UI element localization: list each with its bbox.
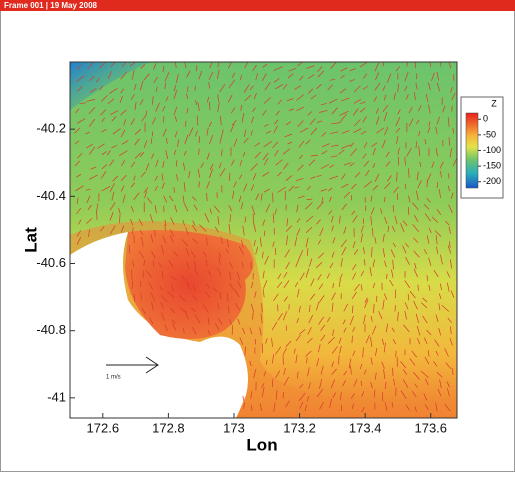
x-tick-label: 173.4	[349, 420, 382, 435]
colorbar-title: Z	[491, 98, 497, 108]
y-tick-label: -40.6	[36, 255, 66, 270]
colorbar-tick-label: -150	[483, 161, 501, 171]
y-tick-label: -41	[47, 389, 66, 404]
y-tick-label: -40.4	[36, 188, 66, 203]
x-tick-label: 172.8	[152, 420, 185, 435]
x-tick-label: 173	[223, 420, 245, 435]
x-tick-label: 173.6	[414, 420, 447, 435]
reference-label: 1 m/s	[106, 375, 121, 381]
contour-field	[70, 59, 457, 418]
y-tick-label: -40.2	[36, 121, 66, 136]
x-tick-label: 173.2	[283, 420, 316, 435]
colorbar-tick-label: -200	[483, 176, 501, 186]
colorbar-tick-label: 0	[483, 114, 488, 124]
colorbar-tick-label: -50	[483, 129, 496, 139]
y-axis-label: Lat	[21, 227, 40, 253]
x-axis-label: Lon	[246, 435, 277, 454]
colorbar	[466, 113, 478, 188]
colorbar-tick-label: -100	[483, 145, 501, 155]
header-title: Frame 001 | 19 May 2008	[4, 1, 98, 10]
y-tick-label: -40.8	[36, 322, 66, 337]
x-tick-label: 172.6	[87, 420, 120, 435]
